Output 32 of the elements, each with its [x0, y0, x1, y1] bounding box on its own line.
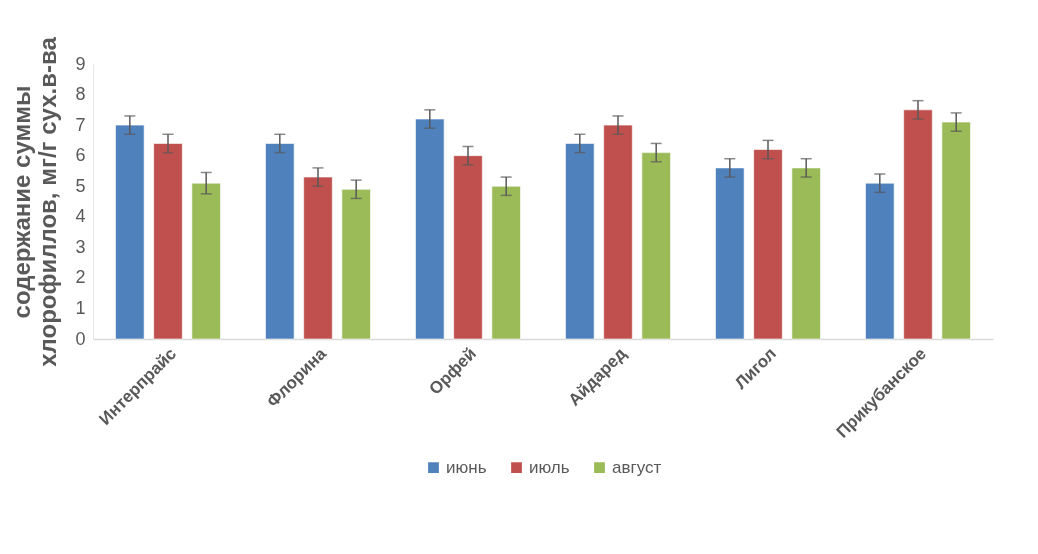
legend-label: июнь: [446, 457, 487, 477]
y-axis-title: содержание суммы хлорофиллов, мг/г сух.в-ва: [8, 36, 62, 367]
legend-label: июль: [529, 457, 570, 477]
bar: [265, 142, 295, 340]
y-tick-label: 5: [75, 175, 86, 196]
legend-label: август: [612, 457, 662, 477]
y-tick-label: 3: [75, 236, 86, 257]
bar: [453, 155, 483, 340]
y-tick-label: 7: [75, 114, 86, 135]
bar: [603, 124, 633, 340]
bar: [491, 185, 521, 340]
bar: [115, 124, 145, 340]
y-tick-label: 0: [75, 328, 86, 349]
bar: [341, 188, 371, 340]
bar: [565, 142, 595, 340]
bar: [903, 109, 933, 340]
bar: [753, 149, 783, 340]
y-tick-label: 1: [75, 297, 86, 318]
y-tick-label: 4: [75, 206, 86, 227]
bar: [941, 121, 971, 340]
bar: [865, 182, 895, 340]
y-tick-label: 8: [75, 84, 86, 105]
bar: [715, 167, 745, 340]
bar: [791, 167, 821, 340]
bar: [153, 142, 183, 340]
y-tick-label: 2: [75, 267, 86, 288]
y-tick-label: 6: [75, 145, 86, 166]
y-tick-label: 9: [75, 53, 86, 74]
bar: [191, 182, 221, 340]
bar: [303, 176, 333, 340]
bar: [641, 152, 671, 340]
bar: [415, 118, 445, 340]
